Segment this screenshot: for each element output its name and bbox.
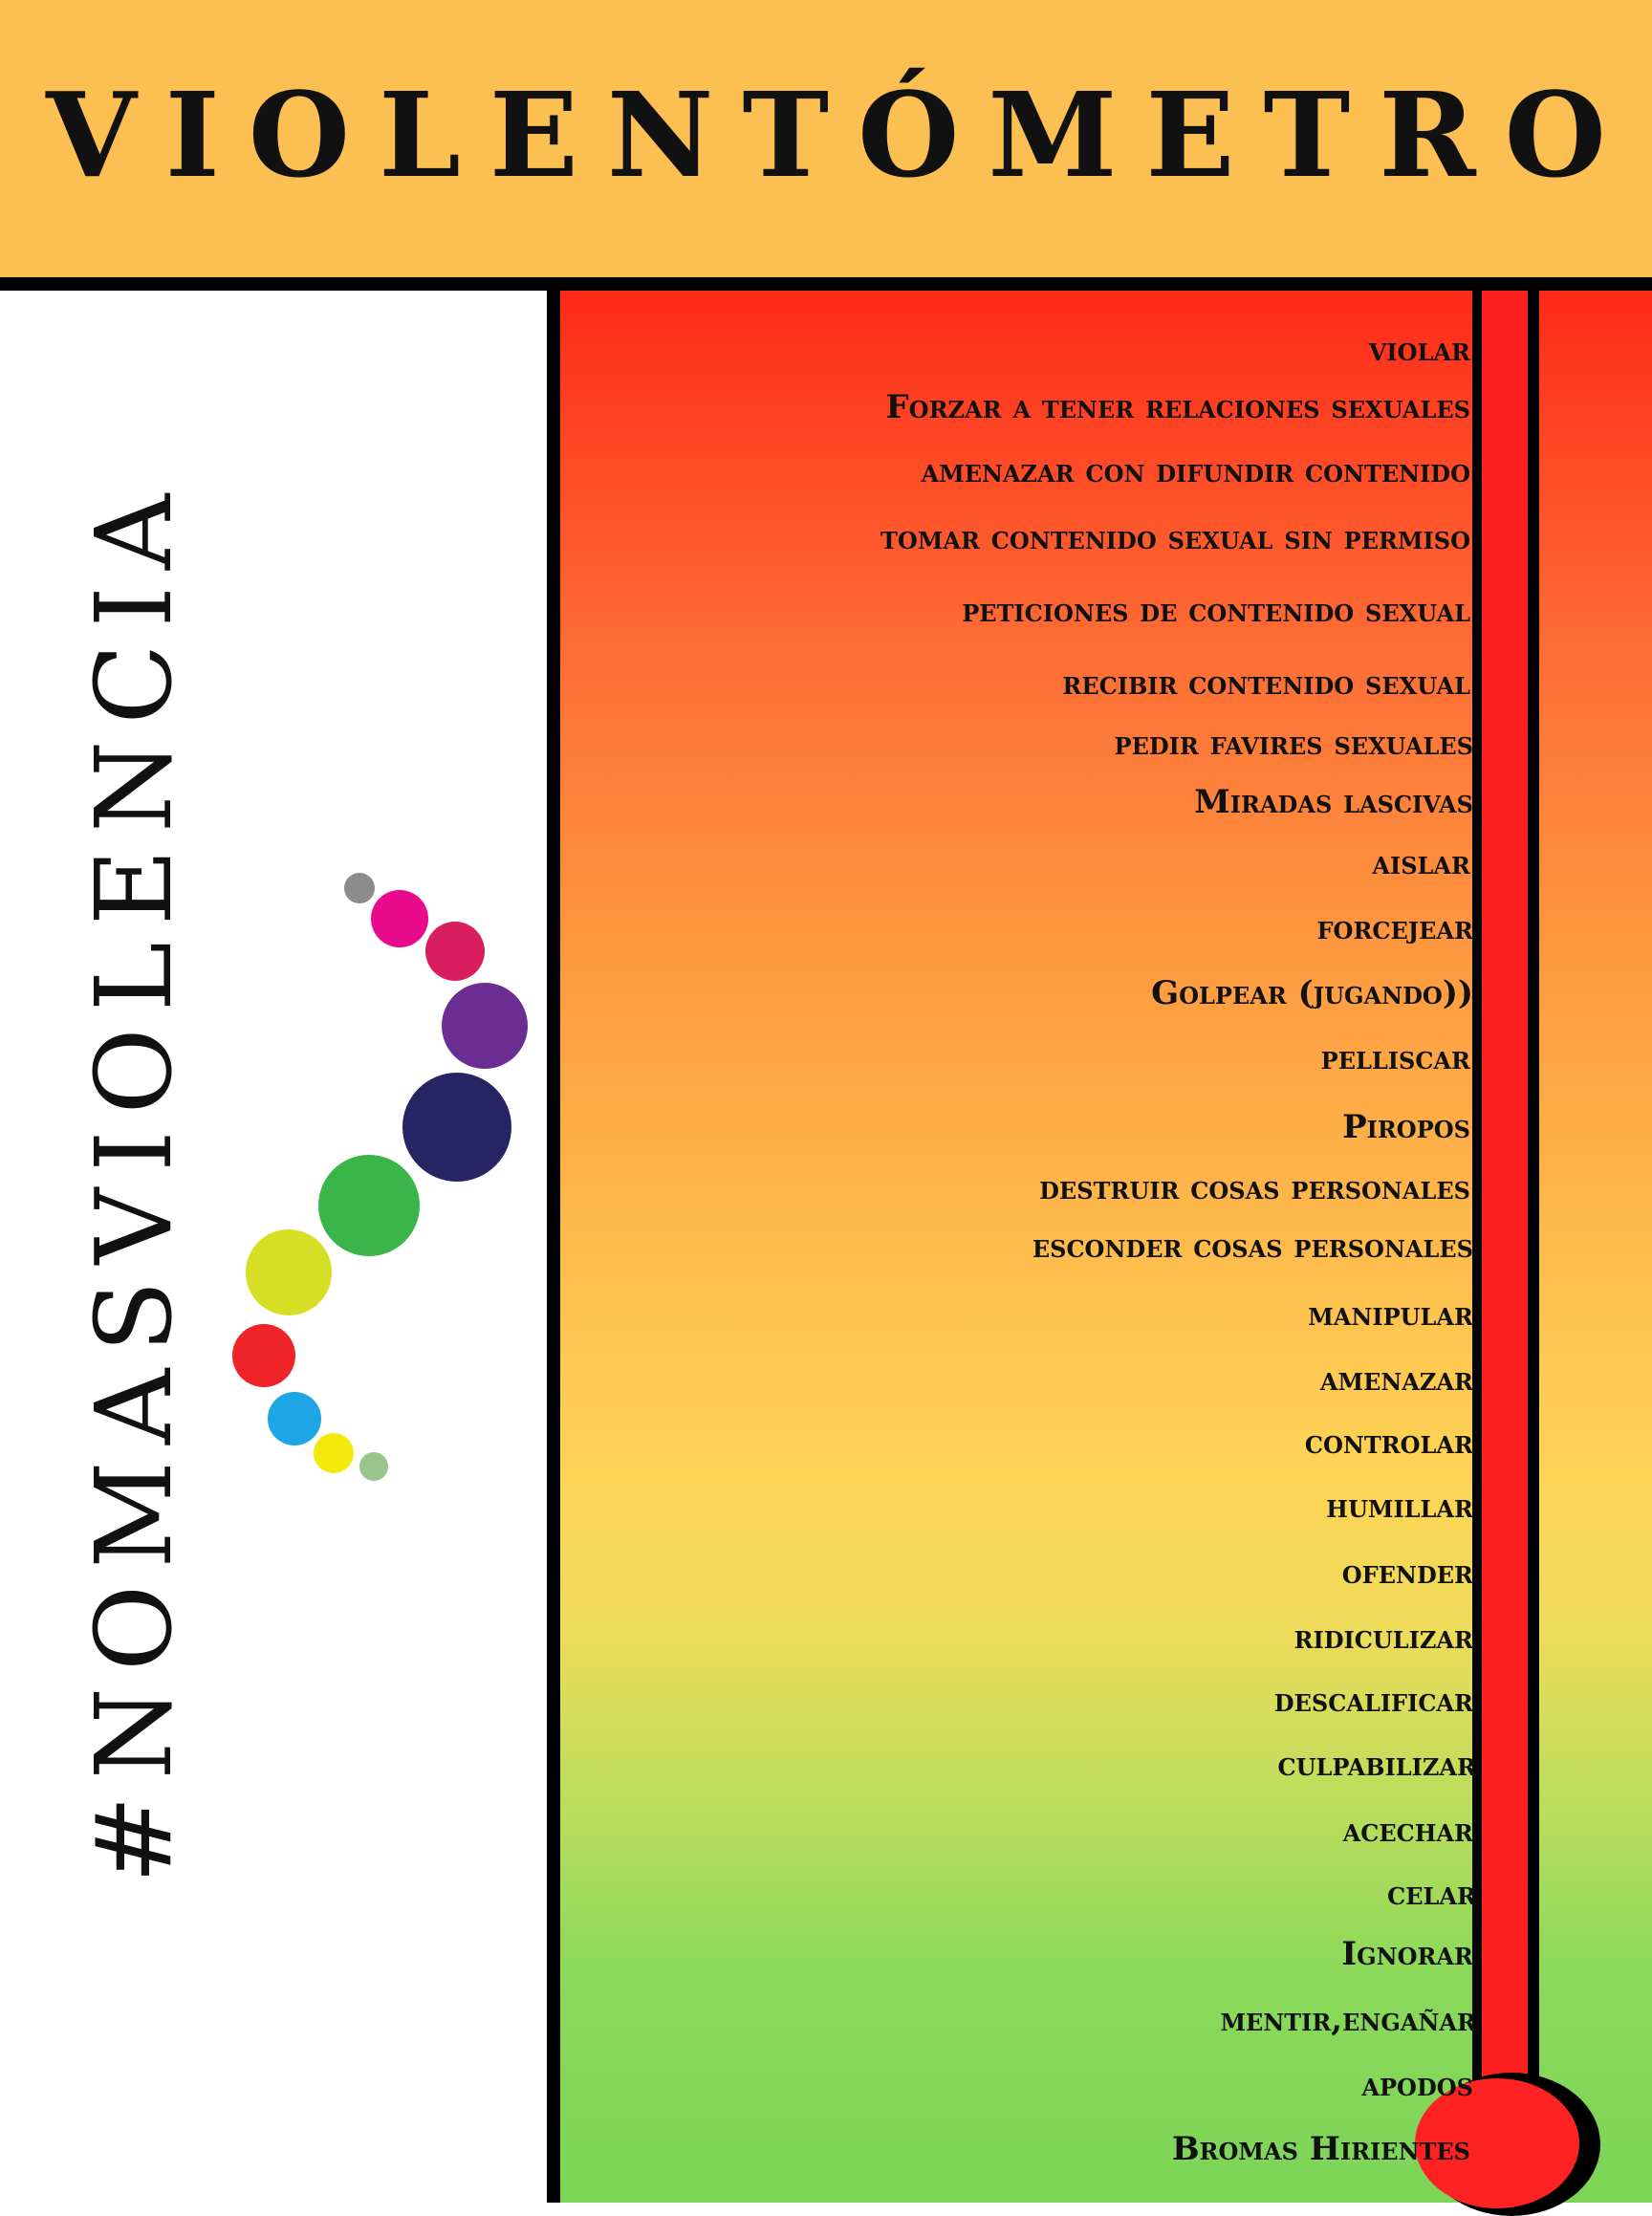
meter-item: peticiones de contenido sexual <box>962 592 1470 630</box>
logo-dot <box>246 1229 332 1315</box>
meter-item: controlar <box>1304 1423 1473 1462</box>
logo-dot <box>425 922 485 981</box>
logo-dot <box>371 890 428 947</box>
header-banner: VIOLENTÓMETRO <box>0 0 1652 277</box>
violence-items-list: violar Forzar a tener relaciones sexuales… <box>560 291 1652 2203</box>
meter-item: Ignorar <box>1341 1935 1473 1973</box>
logo-dot <box>268 1392 321 1445</box>
thermometer-tube <box>1482 291 1528 2088</box>
logo-dot <box>232 1324 295 1387</box>
meter-item: Miradas lascivas <box>1194 783 1473 821</box>
meter-item: violar <box>1368 331 1470 369</box>
logo-dot <box>402 1073 511 1182</box>
meter-item: aislar <box>1372 844 1470 882</box>
meter-item: destruir cosas personales <box>1039 1169 1470 1207</box>
meter-item: Piropos <box>1342 1108 1470 1146</box>
meter-item: celar <box>1387 1875 1476 1913</box>
logo-dot <box>344 873 375 903</box>
meter-item: manipular <box>1308 1295 1473 1334</box>
meter-item: acechar <box>1342 1812 1473 1850</box>
hashtag-text: #NOMASVIOLENCIA <box>73 477 195 1884</box>
meter-item: Forzar a tener relaciones sexuales <box>885 388 1470 426</box>
meter-item: apodos <box>1361 2066 1473 2104</box>
meter-item: ofender <box>1341 1553 1473 1592</box>
meter-item: forcejear <box>1316 909 1474 947</box>
meter-item: amenazar <box>1319 1360 1473 1399</box>
meter-item: humillar <box>1326 1488 1473 1526</box>
meter-item: descalificar <box>1273 1682 1473 1720</box>
meter-item: pedir favires sexuales <box>1114 725 1473 763</box>
logo-dot <box>314 1433 354 1473</box>
meter-item: amenazar con difundir contenido <box>921 452 1471 490</box>
header-divider <box>0 277 1652 291</box>
logo-dot <box>442 983 528 1069</box>
thermometer-bulb <box>1415 2078 1579 2208</box>
page-title: VIOLENTÓMETRO <box>46 66 1635 204</box>
meter-left-border <box>547 291 560 2203</box>
logo-dot <box>318 1155 420 1256</box>
meter-item: Golpear (jugando)) <box>1151 974 1473 1012</box>
logo-dot <box>359 1452 388 1481</box>
meter-item: culpabilizar <box>1277 1746 1476 1784</box>
violence-meter-gradient <box>560 291 1652 2203</box>
meter-item: esconder cosas personales <box>1032 1227 1473 1266</box>
meter-item: tomar contenido sexual sin permiso <box>880 519 1470 557</box>
meter-item: pelliscar <box>1320 1039 1470 1077</box>
meter-item: ridiculizar <box>1293 1619 1473 1657</box>
meter-item: Bromas Hirientes <box>1171 2130 1470 2168</box>
meter-item: mentir,engañar <box>1220 2001 1476 2039</box>
meter-item: recibir contenido sexual <box>1062 664 1470 703</box>
